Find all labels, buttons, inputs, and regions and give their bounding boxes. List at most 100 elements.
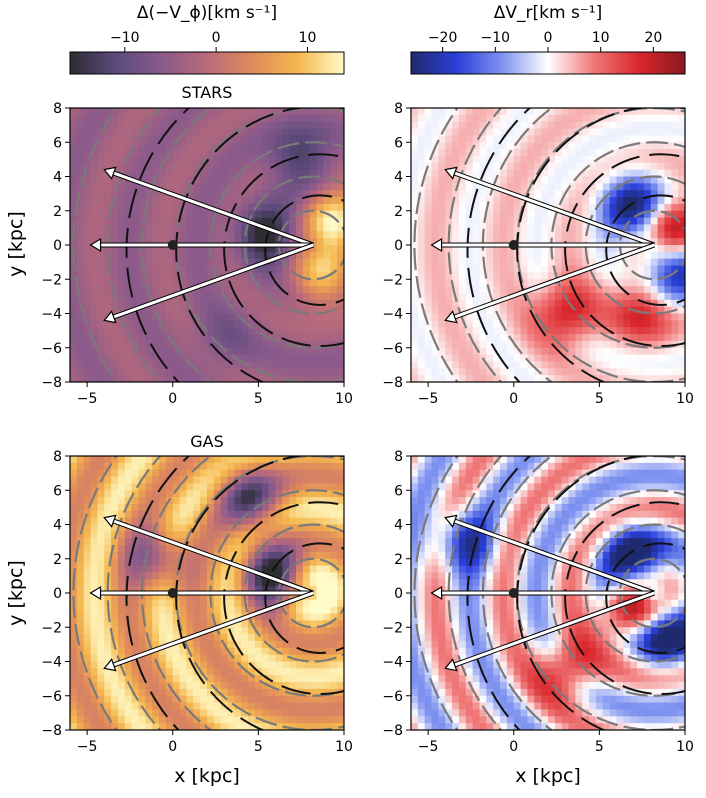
heatmap-cell	[445, 155, 453, 164]
heatmap-cell	[445, 108, 453, 116]
heatmap-cell	[541, 135, 549, 143]
heatmap-cell	[452, 334, 460, 342]
heatmap-cell	[589, 375, 597, 382]
heatmap-cell	[630, 142, 638, 150]
heatmap-cell	[309, 716, 318, 724]
heatmap-cell	[159, 176, 167, 184]
heatmap-cell	[630, 169, 638, 178]
heatmap-cell	[104, 190, 112, 198]
heatmap-cell	[323, 286, 331, 294]
heatmap-cell	[83, 238, 92, 246]
heatmap-cell	[172, 716, 181, 724]
heatmap-cell	[302, 640, 311, 649]
heatmap-cell	[124, 183, 133, 191]
heatmap-cell	[289, 375, 297, 382]
heatmap-cell	[527, 121, 535, 130]
heatmap-cell	[241, 306, 249, 315]
heatmap-cell	[104, 162, 112, 171]
heatmap-cell	[83, 286, 92, 294]
heatmap-cell	[138, 558, 146, 567]
heatmap-cell	[220, 217, 229, 226]
heatmap-cell	[309, 155, 318, 164]
heatmap-cell	[186, 497, 194, 505]
heatmap-cell	[575, 375, 583, 382]
heatmap-cell	[568, 265, 576, 273]
heatmap-cell	[316, 538, 325, 546]
heatmap-cell	[650, 272, 659, 280]
heatmap-cell	[234, 551, 242, 560]
heatmap-cell	[452, 299, 460, 308]
heatmap-cell	[609, 258, 618, 267]
heatmap-cell	[172, 490, 181, 498]
heatmap-cell	[200, 586, 208, 594]
heatmap-cell	[207, 286, 215, 294]
heatmap-cell	[330, 251, 338, 260]
heatmap-cell	[337, 558, 344, 567]
plot-area	[411, 456, 685, 730]
heatmap-cell	[411, 197, 419, 205]
heatmap-cell	[159, 203, 167, 212]
heatmap-cell	[520, 190, 529, 198]
heatmap-cell	[643, 108, 652, 116]
heatmap-cell	[200, 709, 208, 717]
heatmap-cell	[186, 558, 194, 567]
heatmap-cell	[534, 306, 542, 315]
heatmap-cell	[234, 599, 242, 608]
heatmap-cell	[630, 114, 638, 123]
heatmap-cell	[289, 613, 297, 621]
heatmap-cell	[671, 108, 679, 116]
heatmap-cell	[186, 340, 194, 349]
heatmap-cell	[213, 524, 222, 532]
heatmap-cell	[479, 306, 487, 315]
heatmap-cell	[289, 183, 297, 191]
heatmap-cell	[165, 716, 174, 724]
heatmap-cell	[520, 224, 529, 232]
heatmap-cell	[83, 245, 92, 253]
heatmap-cell	[548, 108, 556, 116]
heatmap-cell	[465, 340, 474, 349]
heatmap-cell	[289, 279, 297, 287]
heatmap-cell	[83, 368, 92, 376]
heatmap-cell	[97, 497, 105, 505]
heatmap-cell	[220, 320, 229, 328]
heatmap-cell	[227, 640, 235, 649]
heatmap-cell	[316, 462, 325, 471]
heatmap-cell	[111, 155, 119, 164]
heatmap-cell	[637, 320, 645, 328]
heatmap-cell	[630, 149, 638, 157]
y-tick-label: −6	[41, 341, 62, 357]
heatmap-cell	[282, 361, 290, 369]
heatmap-cell	[500, 183, 508, 191]
heatmap-cell	[76, 169, 85, 178]
heatmap-cell	[254, 347, 263, 356]
heatmap-cell	[548, 142, 556, 150]
heatmap-cell	[309, 620, 318, 628]
heatmap-cell	[165, 702, 174, 711]
heatmap-cell	[309, 114, 318, 123]
heatmap-cell	[411, 340, 419, 349]
heatmap-cell	[534, 135, 542, 143]
heatmap-cell	[131, 135, 140, 143]
heatmap-cell	[623, 169, 631, 178]
heatmap-cell	[200, 354, 208, 363]
heatmap-cell	[241, 688, 249, 697]
heatmap-cell	[261, 155, 270, 164]
heatmap-cell	[179, 368, 188, 376]
heatmap-cell	[159, 128, 167, 136]
heatmap-cell	[282, 190, 290, 198]
heatmap-cell	[554, 299, 563, 308]
heatmap-cell	[493, 354, 501, 363]
heatmap-cell	[650, 279, 659, 287]
heatmap-cell	[117, 299, 126, 308]
heatmap-cell	[179, 675, 188, 683]
heatmap-cell	[200, 142, 208, 150]
heatmap-cell	[186, 327, 194, 335]
heatmap-cell	[159, 695, 167, 704]
heatmap-cell	[316, 545, 325, 553]
heatmap-cell	[193, 162, 201, 171]
heatmap-cell	[630, 258, 638, 267]
heatmap-cell	[241, 286, 249, 294]
heatmap-cell	[200, 299, 208, 308]
heatmap-cell	[637, 286, 645, 294]
heatmap-cell	[234, 483, 242, 491]
